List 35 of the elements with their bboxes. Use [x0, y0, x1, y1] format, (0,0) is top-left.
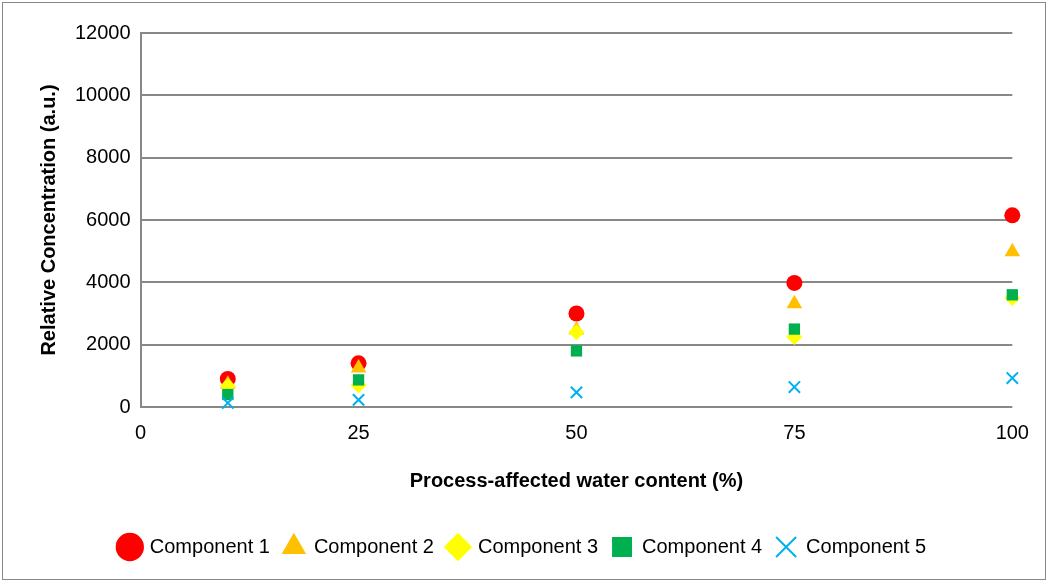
y-tick-label: 4000 — [86, 269, 131, 292]
point — [787, 380, 802, 394]
point — [1006, 289, 1018, 301]
point — [350, 359, 367, 373]
point — [1004, 207, 1021, 224]
y-axis-title: Relative Concentration (a.u.) — [36, 84, 59, 356]
x-tick-label: 100 — [995, 420, 1029, 443]
legend-label: Component 5 — [806, 534, 927, 557]
point — [352, 374, 365, 386]
y-tick-label: 12000 — [74, 20, 131, 43]
point — [786, 294, 803, 309]
x-tick-label: 75 — [783, 420, 806, 443]
point — [1004, 242, 1021, 257]
x-tick-label: 0 — [135, 420, 147, 443]
point — [568, 324, 585, 341]
y-tick-label: 10000 — [74, 82, 131, 105]
point — [568, 305, 585, 322]
point — [1005, 371, 1019, 385]
legend-label: Component 2 — [313, 534, 434, 557]
point — [570, 345, 583, 357]
x-tick-label: 25 — [347, 420, 370, 443]
y-tick-label: 6000 — [86, 207, 131, 230]
point — [786, 274, 803, 291]
y-tick-label: 2000 — [86, 332, 131, 355]
legend-label: Component 3 — [477, 534, 599, 557]
point — [569, 385, 584, 400]
point — [351, 393, 366, 407]
legend-label: Component 4 — [642, 534, 763, 557]
y-tick-label: 8000 — [86, 145, 131, 168]
point — [788, 323, 801, 335]
point — [221, 396, 235, 410]
y-tick-label: 0 — [119, 394, 131, 417]
x-axis-title: Process-affected water content (%) — [409, 468, 744, 491]
legend-label: Component 1 — [149, 534, 270, 557]
x-tick-label: 50 — [565, 420, 588, 443]
